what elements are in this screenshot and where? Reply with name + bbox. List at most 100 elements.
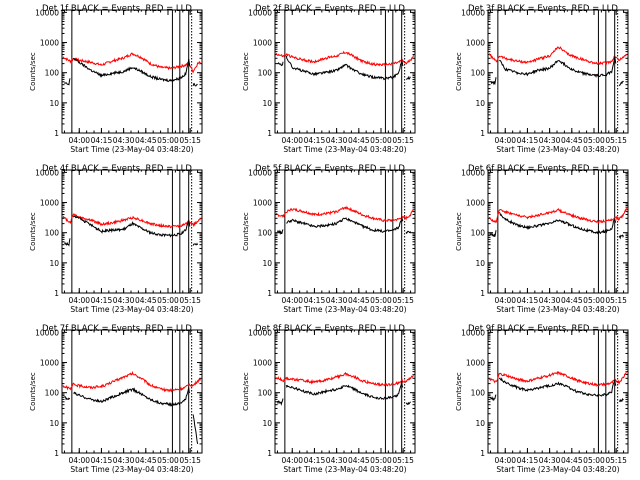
events-series-line [64,215,199,247]
x-tick-label: 04:30 [326,456,348,465]
x-tick-label: 04:15 [91,136,113,145]
y-tick-label: 1000 [40,39,59,48]
y-tick-label: 10 [49,259,59,268]
y-axis-label: Counts/sec [455,212,463,251]
y-tick-label: 100 [471,229,486,238]
x-tick-label: 05:15 [392,296,414,305]
x-tick-label: 04:30 [326,136,348,145]
x-tick-label: 04:45 [561,136,583,145]
y-tick-label: 100 [45,389,60,398]
x-tick-label: 04:30 [113,136,135,145]
x-tick-label: 04:00 [494,456,516,465]
y-tick-label: 1 [54,449,59,458]
panel-title: Det 4f BLACK = Events, RED = LLD [42,164,192,174]
x-tick-label: 04:15 [91,296,113,305]
panel-title: Det 9f BLACK = Events, RED = LLD [468,324,618,334]
y-tick-label: 10000 [248,328,272,337]
y-tick-label: 1 [480,129,485,138]
lld-series-line [488,46,627,66]
detector-panel-5: Det 5f BLACK = Events, RED = LLD 1 10 100 10… [242,164,416,314]
x-tick-label: 04:45 [348,136,370,145]
x-tick-label: 04:45 [135,296,157,305]
detector-panel-3: Det 3f BLACK = Events, RED = LLD 1 10 100 10… [455,4,629,154]
x-tick-label: 04:00 [68,456,90,465]
x-tick-label: 05:00 [370,456,392,465]
lld-series-line [62,213,201,229]
x-tick-label: 05:15 [605,296,627,305]
y-tick-label: 1000 [253,359,272,368]
plot-frame [61,9,203,134]
x-axis-label: Start Time (23-May-04 03:48:20) [496,465,619,474]
detector-panel-2: Det 2f BLACK = Events, RED = LLD 1 10 100 10… [242,4,416,154]
plot-frame [487,169,629,294]
y-tick-label: 1000 [40,199,59,208]
x-tick-label: 04:15 [304,296,326,305]
lld-series-line [62,52,201,74]
x-tick-label: 04:00 [281,136,303,145]
y-tick-label: 1000 [466,359,485,368]
x-tick-label: 04:15 [517,136,539,145]
panel-title: Det 5f BLACK = Events, RED = LLD [255,164,405,174]
x-tick-label: 04:00 [281,296,303,305]
x-tick-label: 04:45 [348,296,370,305]
x-tick-label: 04:30 [539,296,561,305]
x-tick-label: 05:00 [157,136,179,145]
y-tick-label: 10 [475,259,485,268]
plot-frame [61,329,203,454]
x-tick-label: 04:45 [135,456,157,465]
lld-series-line [275,371,414,387]
x-axis-label: Start Time (23-May-04 03:48:20) [70,145,193,154]
y-axis-label: Counts/sec [29,212,37,251]
panel-title: Det 3f BLACK = Events, RED = LLD [468,4,618,14]
y-tick-label: 10 [262,419,272,428]
events-series-line [277,380,411,407]
plot-frame [487,329,629,454]
panel-title: Det 6f BLACK = Events, RED = LLD [468,164,618,174]
y-tick-label: 100 [258,389,273,398]
y-tick-label: 10000 [461,168,485,177]
x-tick-label: 05:15 [605,136,627,145]
lld-series-line [489,208,627,224]
y-axis-label: Counts/sec [455,52,463,91]
y-axis-label: Counts/sec [242,212,250,251]
y-tick-label: 10 [262,99,272,108]
y-axis-label: Counts/sec [455,372,463,411]
lld-series-line [488,370,627,388]
y-tick-label: 1 [480,289,485,298]
detector-panel-4: Det 4f BLACK = Events, RED = LLD 1 10 100 10… [29,164,203,314]
y-tick-label: 1000 [466,39,485,48]
x-axis-label: Start Time (23-May-04 03:48:20) [283,465,406,474]
panel-title: Det 1f BLACK = Events, RED = LLD [42,4,192,14]
y-tick-label: 1 [480,449,485,458]
events-series-line [64,387,199,444]
x-tick-label: 05:00 [583,456,605,465]
y-tick-label: 100 [258,69,273,78]
y-tick-label: 1 [267,449,272,458]
y-tick-label: 1000 [466,199,485,208]
x-tick-label: 05:15 [605,456,627,465]
y-tick-label: 100 [45,229,60,238]
x-tick-label: 04:30 [113,296,135,305]
plot-frame [487,9,629,134]
lld-series-line [275,205,414,223]
x-tick-label: 04:30 [539,136,561,145]
y-axis-label: Counts/sec [29,372,37,411]
y-tick-label: 1000 [253,39,272,48]
y-tick-label: 10 [475,99,485,108]
y-tick-label: 10000 [35,328,59,337]
lld-series-line [62,370,201,393]
y-tick-label: 100 [258,229,273,238]
y-axis-label: Counts/sec [242,52,250,91]
y-tick-label: 10 [262,259,272,268]
panel-title: Det 8f BLACK = Events, RED = LLD [255,324,405,334]
y-tick-label: 1 [267,129,272,138]
x-tick-label: 05:00 [370,136,392,145]
plot-frame [61,169,203,294]
y-tick-label: 10000 [461,328,485,337]
x-axis-label: Start Time (23-May-04 03:48:20) [283,305,406,314]
detector-panel-9: Det 9f BLACK = Events, RED = LLD 1 10 100 10… [455,324,629,474]
y-tick-label: 10000 [35,168,59,177]
detector-panel-7: Det 7f BLACK = Events, RED = LLD 1 10 100 10… [29,324,203,474]
x-tick-label: 04:15 [304,136,326,145]
